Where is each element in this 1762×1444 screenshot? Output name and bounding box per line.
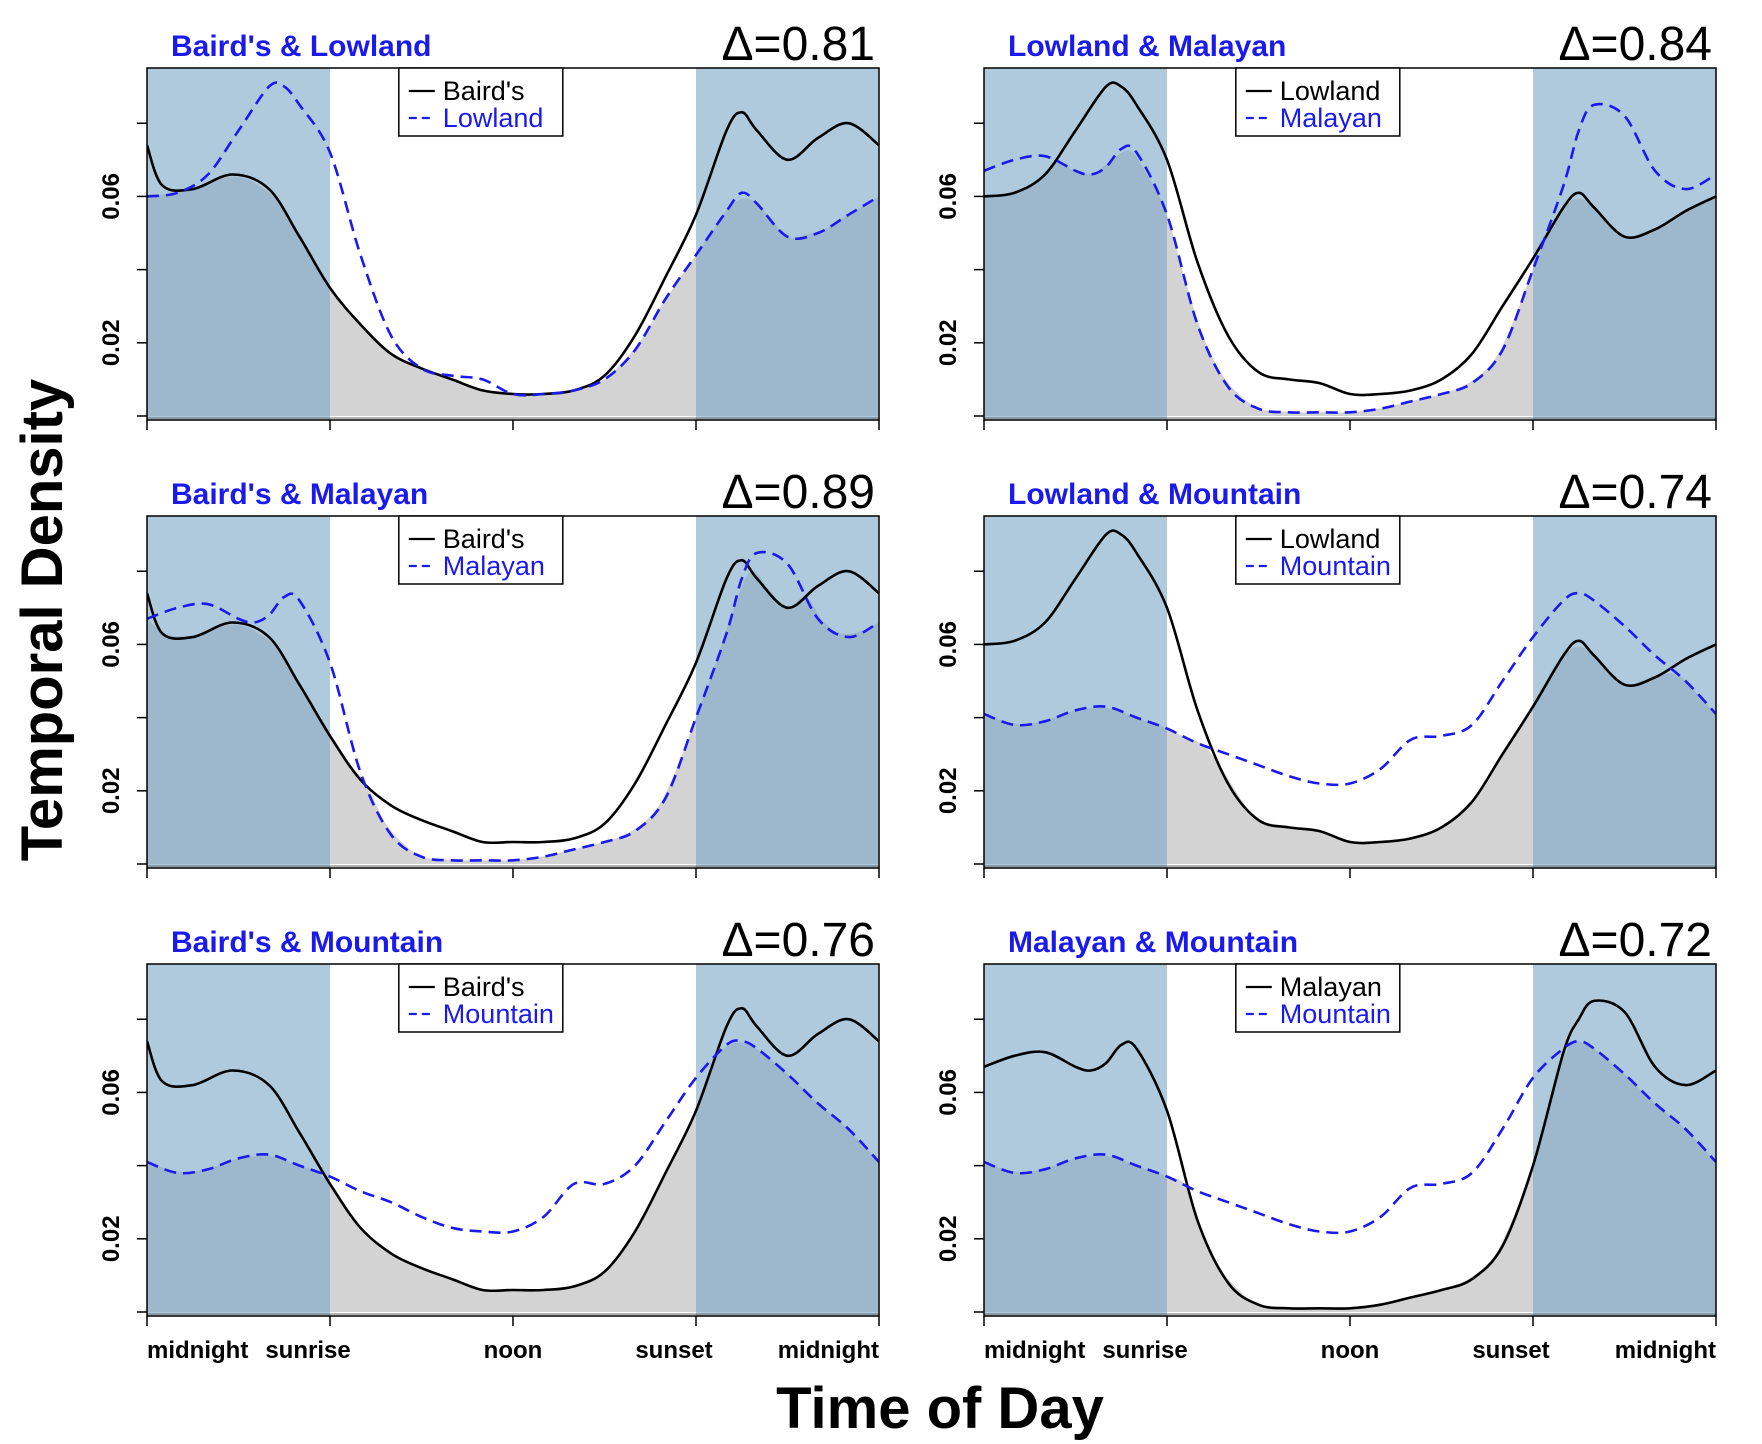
series-line-lowland [984, 81, 1716, 397]
legend-box [1235, 963, 1401, 1033]
legend-box [1235, 67, 1401, 137]
x-tick-label: sunrise [1102, 1337, 1187, 1364]
legend-label: Lowland [1280, 76, 1381, 106]
legend-label: Malayan [443, 551, 545, 581]
figure-ylabel: Temporal Density [10, 379, 75, 861]
panel-title: Lowland & Mountain [1008, 478, 1301, 511]
y-axis: 0.02 0.06 [98, 1018, 147, 1313]
y-axis: 0.02 0.06 [935, 122, 984, 417]
series-line-bairds [147, 558, 879, 845]
series-line-malayan [984, 102, 1716, 414]
x-axis [983, 420, 1717, 430]
y-tick-label: 0.06 [935, 621, 962, 668]
y-tick-label: 0.02 [935, 1215, 962, 1262]
overlap-coefficient: Δ=0.72 [1558, 914, 1712, 967]
overlap-coefficient: Δ=0.76 [721, 914, 875, 967]
panel-title: Lowland & Malayan [1008, 30, 1286, 63]
series-line-lowland [984, 529, 1716, 845]
y-tick-label: 0.02 [935, 319, 962, 366]
legend-label: Lowland [443, 103, 544, 133]
legend-label: Malayan [1280, 972, 1382, 1002]
legend-label: Baird's [443, 972, 525, 1002]
panel-title: Baird's & Malayan [171, 478, 428, 511]
panel-4: 0.02 0.06 Lowland & Mountain Δ=0.74 LowlandM… [935, 466, 1717, 878]
y-tick-label: 0.06 [98, 1069, 125, 1116]
legend-label: Mountain [443, 999, 554, 1029]
x-tick-label: midnight [147, 1337, 248, 1364]
legend-label: Mountain [1280, 551, 1391, 581]
x-tick-label: midnight [1615, 1337, 1716, 1364]
x-tick-label: noon [484, 1337, 543, 1364]
y-axis: 0.02 0.06 [98, 570, 147, 865]
y-tick-label: 0.06 [935, 173, 962, 220]
x-tick-label: sunrise [265, 1337, 350, 1364]
legend-label: Baird's [443, 524, 525, 554]
y-tick-label: 0.06 [98, 621, 125, 668]
x-tick-label: midnight [984, 1337, 1085, 1364]
x-axis [983, 868, 1717, 878]
panel-title: Baird's & Lowland [171, 30, 432, 63]
series-line-lowland [147, 81, 879, 397]
y-tick-label: 0.02 [98, 767, 125, 814]
x-axis [146, 420, 880, 430]
x-tick-label: sunset [1472, 1337, 1549, 1364]
overlap-night-area [984, 150, 1167, 417]
y-tick-label: 0.06 [935, 1069, 962, 1116]
series-line-bairds [147, 1006, 879, 1293]
series-line-mountain [147, 1039, 879, 1235]
panel-title: Malayan & Mountain [1008, 926, 1298, 959]
series-line-mountain [984, 591, 1716, 787]
x-tick-label: noon [1321, 1337, 1380, 1364]
legend-box [398, 963, 564, 1033]
panel-title: Baird's & Mountain [171, 926, 443, 959]
overlap-coefficient: Δ=0.89 [721, 466, 875, 519]
legend-box [398, 67, 564, 137]
overlap-coefficient: Δ=0.74 [1558, 466, 1712, 519]
overlap-coefficient: Δ=0.81 [721, 18, 875, 71]
x-axis [146, 868, 880, 878]
series-line-malayan [984, 999, 1716, 1310]
legend-label: Lowland [1280, 524, 1381, 554]
y-tick-label: 0.02 [98, 319, 125, 366]
legend-label: Mountain [1280, 999, 1391, 1029]
figure-xlabel: Time of Day [776, 1376, 1104, 1441]
x-tick-label: midnight [778, 1337, 879, 1364]
legend-label: Baird's [443, 76, 525, 106]
y-axis: 0.02 0.06 [935, 570, 984, 865]
series-line-mountain [984, 1039, 1716, 1235]
legend-box [398, 515, 564, 585]
x-tick-label: sunset [635, 1337, 712, 1364]
y-axis: 0.02 0.06 [935, 1018, 984, 1313]
y-tick-label: 0.06 [98, 173, 125, 220]
legend-label: Malayan [1280, 103, 1382, 133]
x-axis: midnight sunrise noon sunset midnight [983, 1316, 1717, 1364]
x-axis: midnight sunrise noon sunset midnight [146, 1316, 880, 1364]
legend-box [1235, 515, 1401, 585]
y-axis: 0.02 0.06 [98, 122, 147, 417]
series-line-malayan [147, 550, 879, 862]
y-tick-label: 0.02 [98, 1215, 125, 1262]
y-tick-label: 0.02 [935, 767, 962, 814]
overlap-coefficient: Δ=0.84 [1558, 18, 1712, 71]
